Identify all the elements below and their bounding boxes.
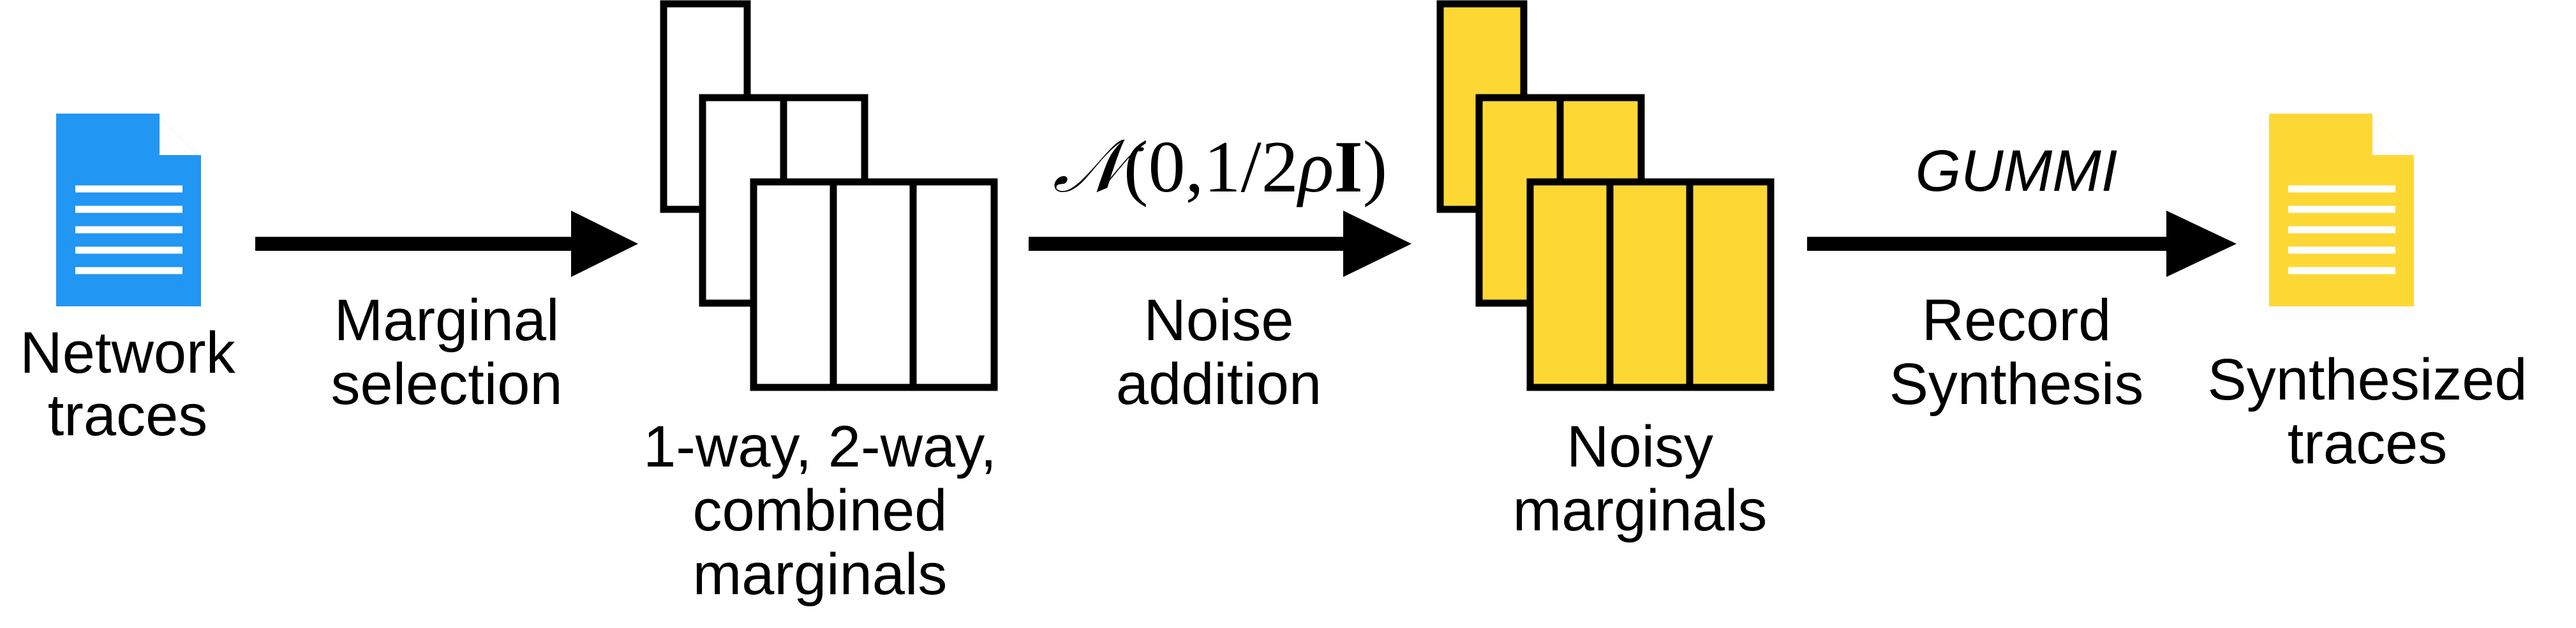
noise-addition-label: Noise addition <box>1046 288 1391 416</box>
marginal-tables-stack <box>660 0 998 391</box>
marginal-selection-line2: selection <box>331 352 563 417</box>
input-document-icon <box>56 114 201 306</box>
input-label-line1: Network <box>20 320 235 385</box>
noise-addition-line2: addition <box>1115 352 1322 417</box>
output-label: Synthesized traces <box>2163 348 2572 475</box>
noisy-tables-stack <box>1436 0 1775 391</box>
output-document-fold <box>2369 114 2414 158</box>
noisy-marginals-label: Noisy marginals <box>1468 415 1812 542</box>
input-label: Network traces <box>0 322 255 447</box>
formula-args: (0,1/2 <box>1123 126 1299 208</box>
noise-addition-line1: Noise <box>1143 288 1294 353</box>
formula-rho: ρ <box>1298 126 1334 208</box>
noisy-marginals-line2: marginals <box>1512 478 1768 543</box>
marginals-label-line2: combined <box>692 478 948 543</box>
marginals-label-line1: 1-way, 2-way, <box>643 414 997 479</box>
output-label-line2: traces <box>2287 411 2448 476</box>
record-synthesis-line2: Synthesis <box>1889 352 2144 417</box>
record-synthesis-line1: Record <box>1921 288 2111 353</box>
arrow-noise-addition <box>1029 211 1411 277</box>
marginals-label: 1-way, 2-way, combined marginals <box>587 415 1053 606</box>
noisy-combined-table <box>1526 178 1775 391</box>
formula-identity: I <box>1334 126 1363 208</box>
gummi-method-label: GUMMI <box>1915 138 2118 204</box>
noisy-marginals-line1: Noisy <box>1566 414 1714 479</box>
noise-formula: 𝒩(0,1/2ρI) <box>1022 130 1418 204</box>
normal-distribution-symbol: 𝒩 <box>1052 126 1124 208</box>
record-synthesis-label: Record Synthesis <box>1819 288 2214 416</box>
combined-table <box>750 178 998 391</box>
arrow-marginal-selection <box>255 211 638 277</box>
output-label-line1: Synthesized <box>2207 347 2528 412</box>
arrow-record-synthesis <box>1807 211 2237 277</box>
marginals-label-line3: marginals <box>692 542 948 607</box>
formula-close: ) <box>1362 126 1388 208</box>
input-document-fold <box>156 114 201 158</box>
output-document-icon <box>2269 114 2414 306</box>
marginal-selection-label: Marginal selection <box>287 288 606 416</box>
input-label-line2: traces <box>47 383 208 448</box>
marginal-selection-line1: Marginal <box>334 288 560 353</box>
